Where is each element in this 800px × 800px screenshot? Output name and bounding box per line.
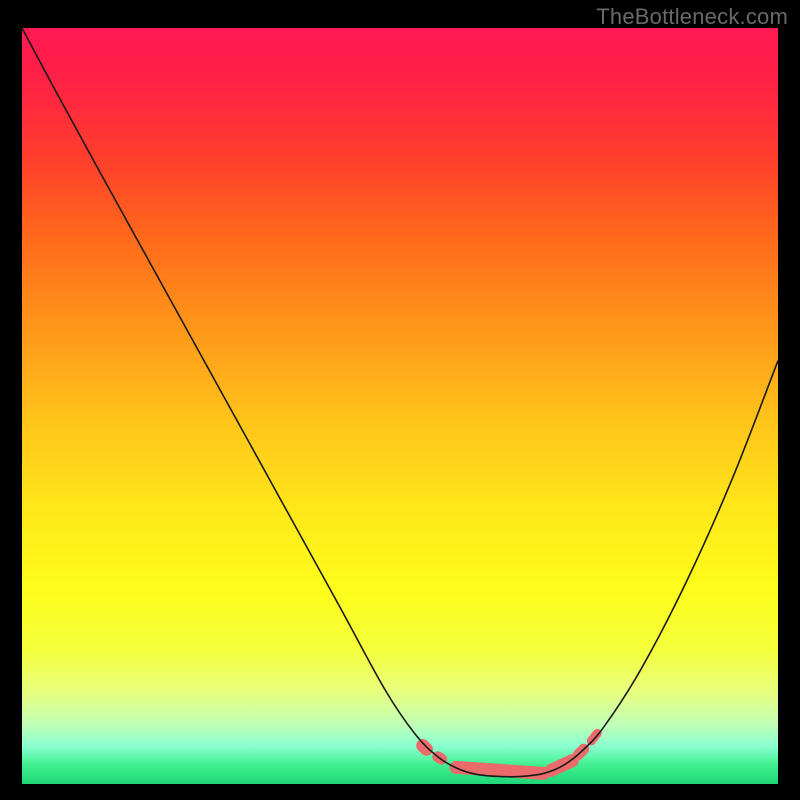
watermark-text: TheBottleneck.com [596,4,788,30]
gradient-background [22,28,778,784]
chart-svg [22,28,778,784]
chart-frame: TheBottleneck.com [0,0,800,800]
chart-plot [22,28,778,784]
